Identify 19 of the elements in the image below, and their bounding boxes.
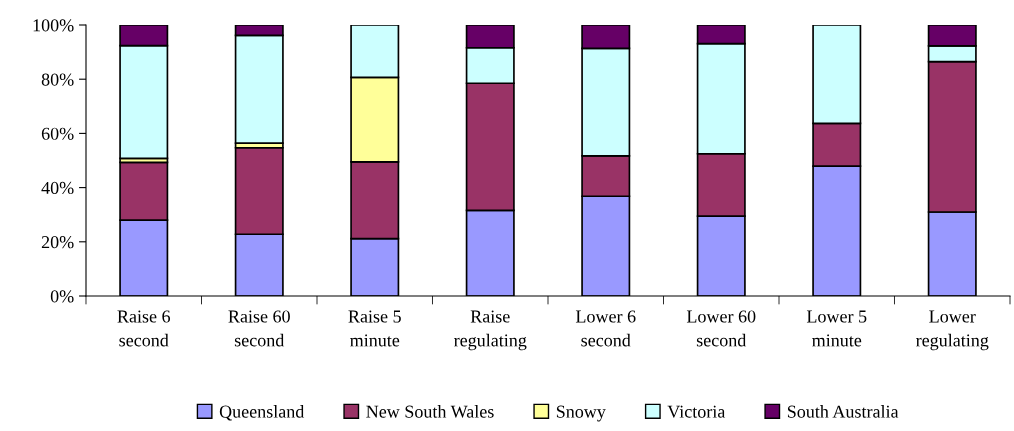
x-tick-label: Lower 5 minute xyxy=(806,310,867,347)
x-tick-label: Raise 60 second xyxy=(228,310,290,347)
y-tick-label: 100% xyxy=(33,19,74,32)
legend-label: South Australia xyxy=(787,405,899,418)
x-tick-label: Lower 60 second xyxy=(686,310,756,347)
x-tick-label: Lower 6 second xyxy=(575,310,636,347)
x-tick-label: Raise 6 second xyxy=(117,310,171,347)
legend-label: Victoria xyxy=(667,405,726,418)
y-tick-label: 60% xyxy=(41,127,74,140)
legend-label: Queensland xyxy=(219,405,305,421)
y-tick-label: 80% xyxy=(41,73,74,86)
y-tick-label: 20% xyxy=(41,236,74,249)
x-tick-label: Raise 5 minute xyxy=(348,310,401,347)
y-tick-label: 40% xyxy=(41,181,74,195)
x-tick-label: Lower regulating xyxy=(916,310,989,351)
legend-label: Snowy xyxy=(556,405,606,422)
legend-label: New South Wales xyxy=(366,405,494,418)
x-tick-label: Raise regulating xyxy=(454,310,527,351)
y-tick-label: 0% xyxy=(50,290,74,303)
